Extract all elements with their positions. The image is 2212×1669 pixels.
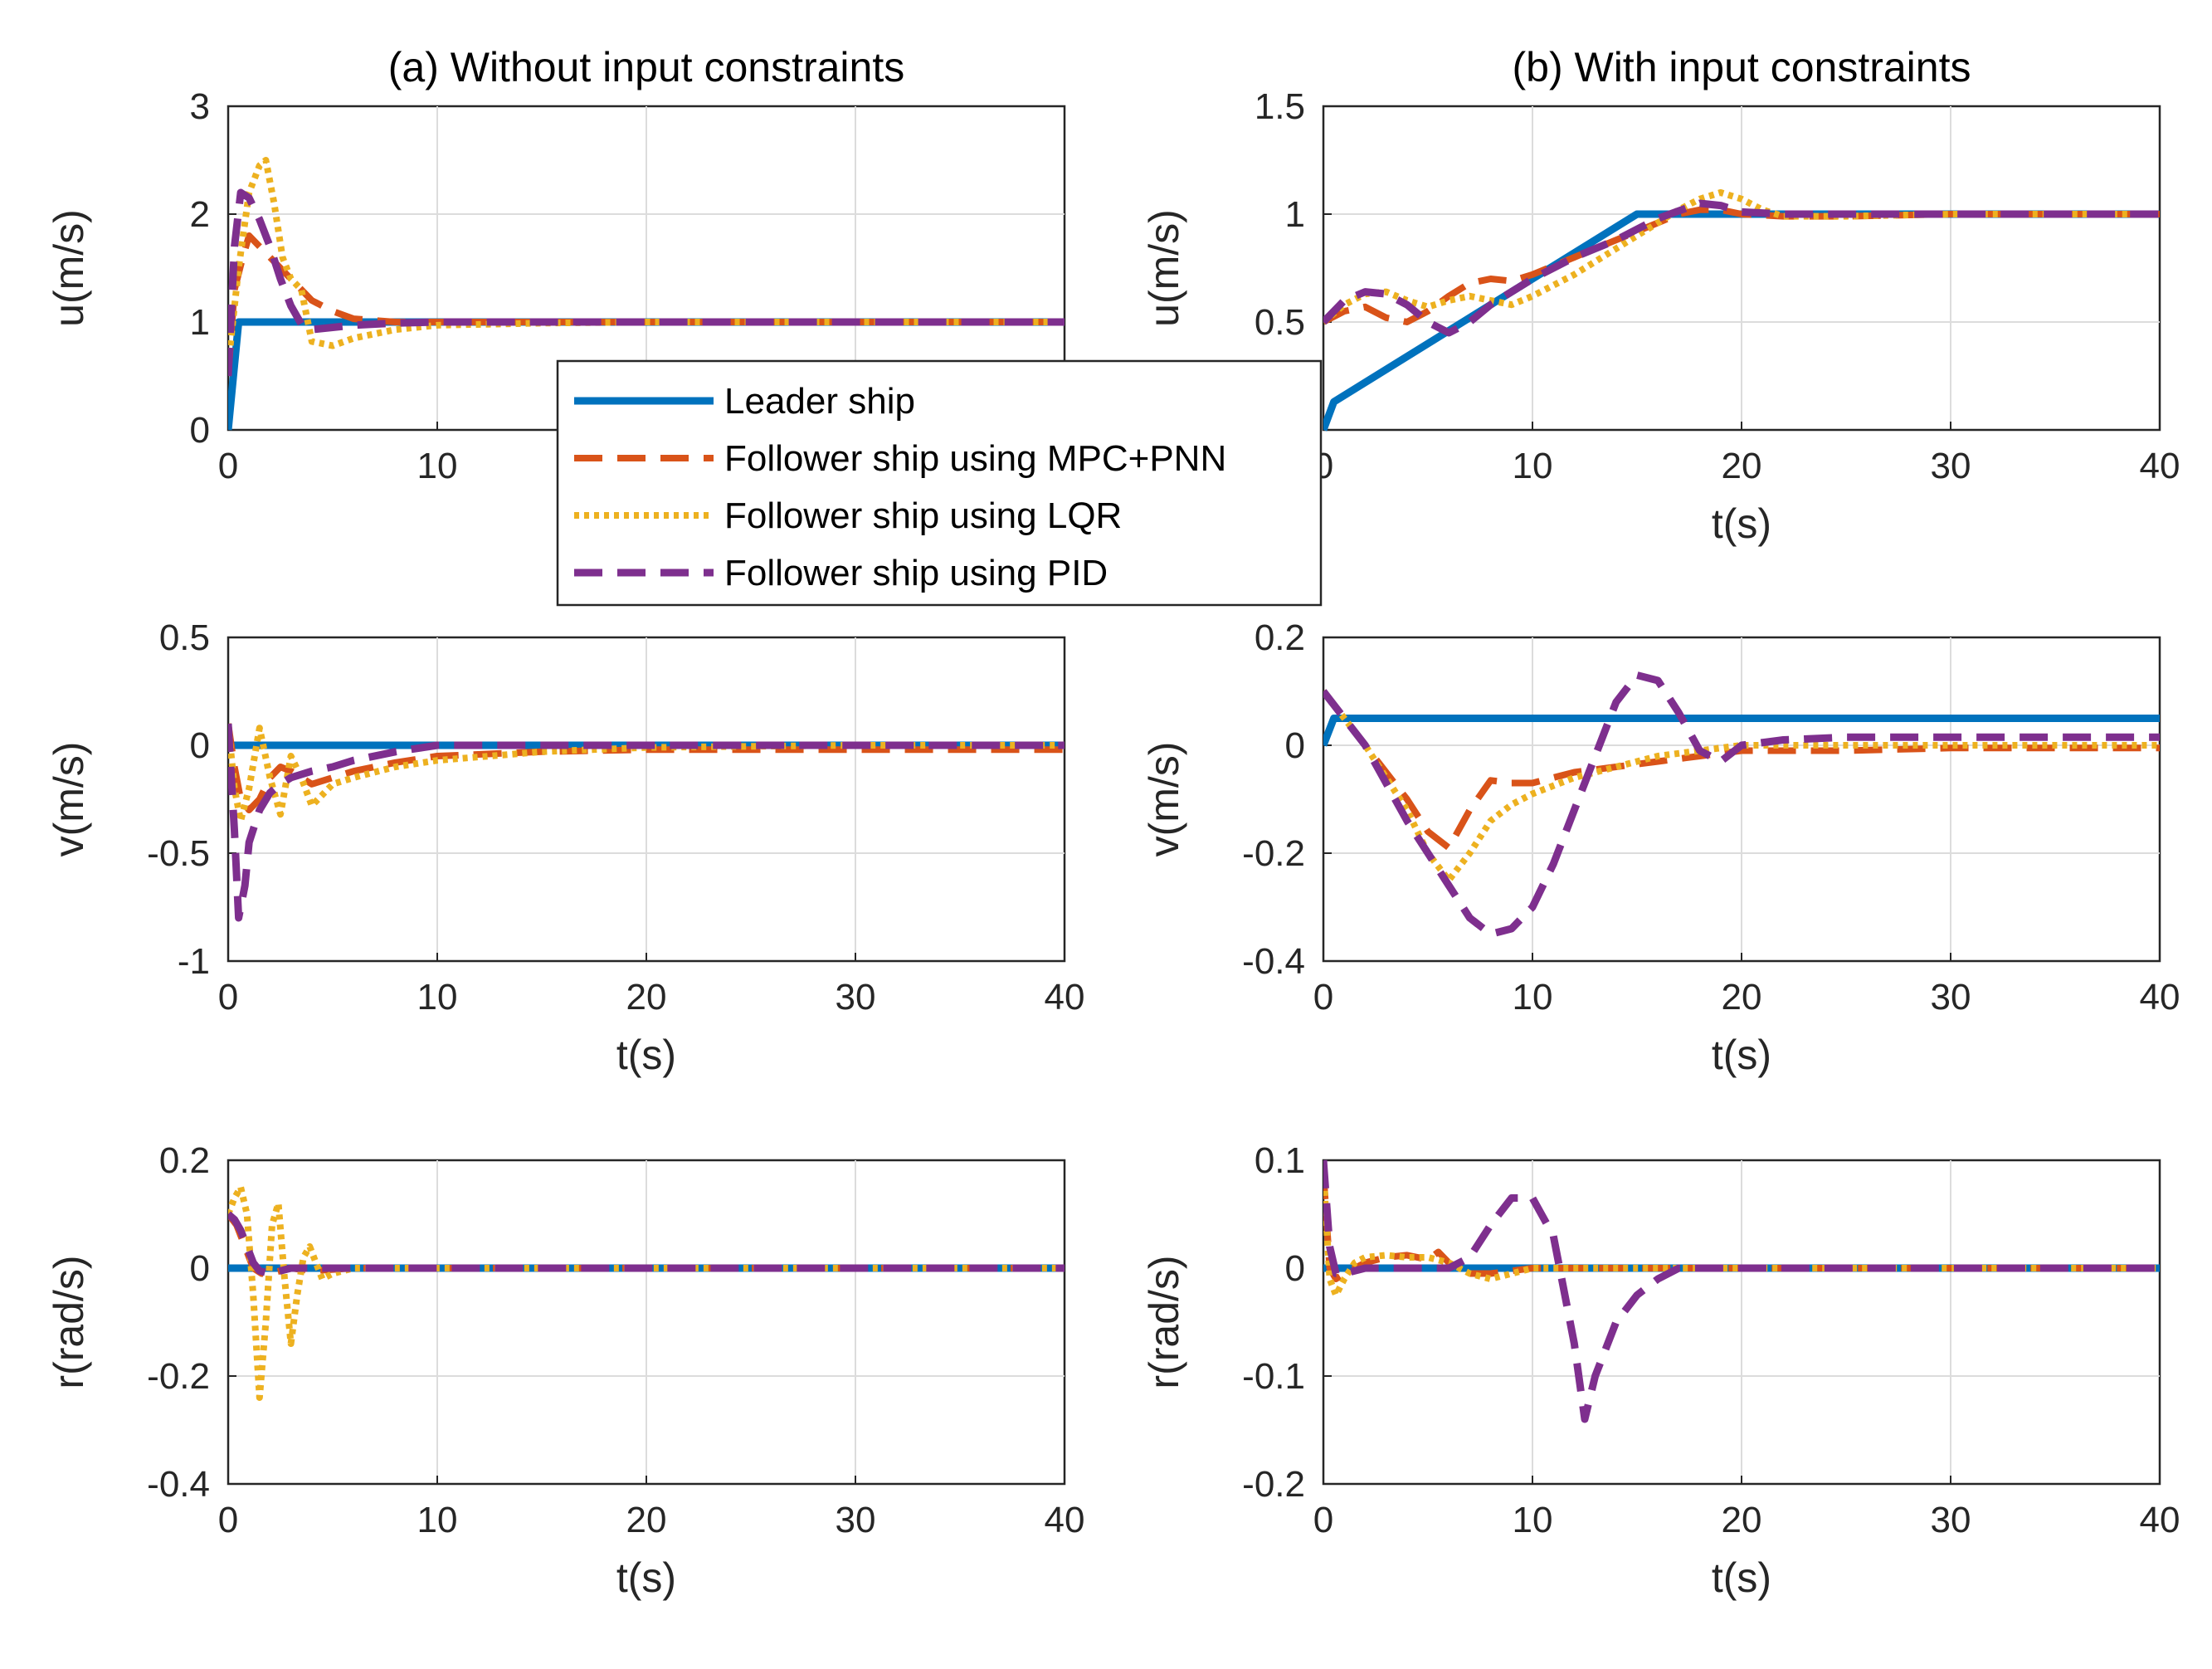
x-tick-label: 20 bbox=[626, 977, 667, 1018]
legend-label-leader: Leader ship bbox=[724, 381, 915, 422]
series-group bbox=[1323, 189, 2160, 432]
x-tick-label: 30 bbox=[1931, 446, 1971, 486]
x-tick-label: 40 bbox=[1045, 1500, 1085, 1540]
series-line-2 bbox=[1323, 689, 2160, 852]
y-tick-label: 1.5 bbox=[1255, 86, 1305, 127]
series-line-1 bbox=[1323, 715, 2160, 747]
y-axis-label: r(rad/s) bbox=[1141, 1255, 1187, 1388]
series-group bbox=[228, 157, 1065, 431]
y-tick-label: 0 bbox=[1285, 1248, 1305, 1289]
y-axis-label: v(m/s) bbox=[1141, 742, 1187, 857]
x-tick-label: 20 bbox=[1722, 1500, 1762, 1540]
y-tick-label: 0.2 bbox=[1255, 617, 1305, 658]
legend-label-lqr: Follower ship using LQR bbox=[724, 495, 1122, 536]
legend-label-mpc-pnn: Follower ship using MPC+PNN bbox=[724, 438, 1226, 479]
y-tick-label: -0.2 bbox=[1242, 833, 1305, 874]
y-tick-label: -0.1 bbox=[1242, 1356, 1305, 1397]
y-tick-label: 1 bbox=[1285, 194, 1305, 235]
y-axis-label: u(m/s) bbox=[46, 209, 92, 327]
y-axis-label: v(m/s) bbox=[46, 742, 92, 857]
y-tick-label: 2 bbox=[190, 194, 210, 235]
x-tick-label: 0 bbox=[218, 1500, 238, 1540]
x-tick-label: 10 bbox=[417, 977, 458, 1018]
panel-title: (b) With input constraints bbox=[1513, 44, 1971, 90]
x-tick-label: 10 bbox=[417, 446, 458, 486]
series-line-2 bbox=[1323, 206, 2160, 325]
panel-6: 0 10 20 30 40 -0.2 -0.1 0 0.1 t(s) r(rad/s) bbox=[1141, 1140, 2180, 1601]
x-tick-label: 20 bbox=[626, 1500, 667, 1540]
x-axis-label: t(s) bbox=[1712, 500, 1771, 547]
series-line-3 bbox=[1323, 689, 2160, 884]
series-group bbox=[228, 723, 1065, 922]
x-tick-label: 40 bbox=[1045, 977, 1085, 1018]
series-line-4 bbox=[1323, 1159, 2160, 1423]
series-group bbox=[228, 1183, 1065, 1401]
y-tick-label: 0.1 bbox=[1255, 1140, 1305, 1181]
x-tick-label: 20 bbox=[1722, 977, 1762, 1018]
series-line-3 bbox=[228, 157, 1065, 366]
panel-4: 0 10 20 30 40 -0.4 -0.2 0 0.2 t(s) v(m/s) bbox=[1141, 617, 2180, 1078]
panel-3: 0 10 20 30 40 -1 -0.5 0 0.5 t(s) v(m/s) bbox=[46, 617, 1084, 1078]
y-tick-label: -0.4 bbox=[1242, 941, 1305, 982]
x-tick-label: 40 bbox=[2140, 1500, 2180, 1540]
y-tick-label: 1 bbox=[190, 302, 210, 343]
series-line-3 bbox=[228, 1183, 1065, 1401]
y-tick-label: 0 bbox=[1285, 725, 1305, 766]
x-tick-label: 10 bbox=[417, 1500, 458, 1540]
series-group bbox=[1323, 671, 2160, 938]
y-tick-label: 3 bbox=[190, 86, 210, 127]
x-tick-label: 0 bbox=[218, 446, 238, 486]
y-axis-label: u(m/s) bbox=[1141, 209, 1187, 327]
panels: 0102030400123(a) Without input constrain… bbox=[46, 44, 2180, 1601]
y-tick-label: -1 bbox=[178, 941, 210, 982]
panel-title: (a) Without input constraints bbox=[388, 44, 905, 90]
x-axis-label: t(s) bbox=[616, 1032, 676, 1078]
y-tick-label: 0.5 bbox=[159, 617, 210, 658]
x-tick-label: 0 bbox=[1313, 977, 1333, 1018]
x-tick-label: 20 bbox=[1722, 446, 1762, 486]
x-axis-label: t(s) bbox=[1712, 1554, 1771, 1601]
y-tick-label: 0 bbox=[190, 725, 210, 766]
series-line-4 bbox=[228, 1211, 1065, 1277]
legend: Leader ship Follower ship using MPC+PNN … bbox=[556, 359, 1323, 607]
x-tick-label: 0 bbox=[1313, 1500, 1333, 1540]
x-tick-label: 30 bbox=[836, 1500, 876, 1540]
y-tick-label: -0.4 bbox=[147, 1464, 210, 1505]
panel-5: 0 10 20 30 40 -0.4 -0.2 0 0.2 t(s) r(rad/s) bbox=[46, 1140, 1084, 1601]
y-axis-label: r(rad/s) bbox=[46, 1255, 92, 1388]
x-tick-label: 0 bbox=[218, 977, 238, 1018]
x-tick-label: 40 bbox=[2140, 446, 2180, 486]
x-tick-label: 10 bbox=[1513, 446, 1553, 486]
series-line-3 bbox=[228, 723, 1065, 824]
y-tick-label: 0 bbox=[190, 410, 210, 451]
series-line-3 bbox=[1323, 1170, 2160, 1299]
panel-2: 01020304000.511.5(b) With input constrai… bbox=[1141, 44, 2180, 547]
y-tick-label: 0.5 bbox=[1255, 302, 1305, 343]
x-tick-label: 10 bbox=[1513, 1500, 1553, 1540]
series-line-4 bbox=[228, 188, 1065, 377]
y-tick-label: 0 bbox=[190, 1248, 210, 1289]
x-tick-label: 30 bbox=[1931, 977, 1971, 1018]
y-tick-label: -0.2 bbox=[147, 1356, 210, 1397]
x-tick-label: 10 bbox=[1513, 977, 1553, 1018]
legend-label-pid: Follower ship using PID bbox=[724, 553, 1108, 593]
series-line-4 bbox=[228, 723, 1065, 922]
y-tick-label: 0.2 bbox=[159, 1140, 210, 1181]
y-tick-label: -0.2 bbox=[1242, 1464, 1305, 1505]
x-axis-label: t(s) bbox=[1712, 1032, 1771, 1078]
x-tick-label: 40 bbox=[2140, 977, 2180, 1018]
series-group bbox=[1323, 1159, 2160, 1423]
x-axis-label: t(s) bbox=[616, 1554, 676, 1601]
x-tick-label: 30 bbox=[1931, 1500, 1971, 1540]
x-tick-label: 30 bbox=[836, 977, 876, 1018]
y-tick-label: -0.5 bbox=[147, 833, 210, 874]
series-line-4 bbox=[1323, 671, 2160, 938]
